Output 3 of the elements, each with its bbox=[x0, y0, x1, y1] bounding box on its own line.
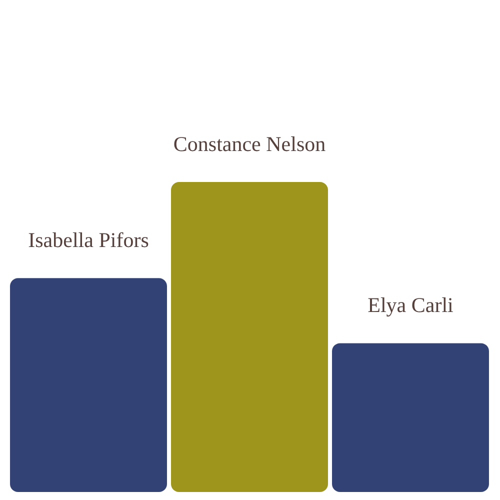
x-tick-label: Constance Nelson bbox=[173, 132, 326, 156]
x-tick-label: Elya Carli bbox=[368, 293, 454, 318]
x-tick-label: Isabella Pifors bbox=[28, 228, 149, 252]
